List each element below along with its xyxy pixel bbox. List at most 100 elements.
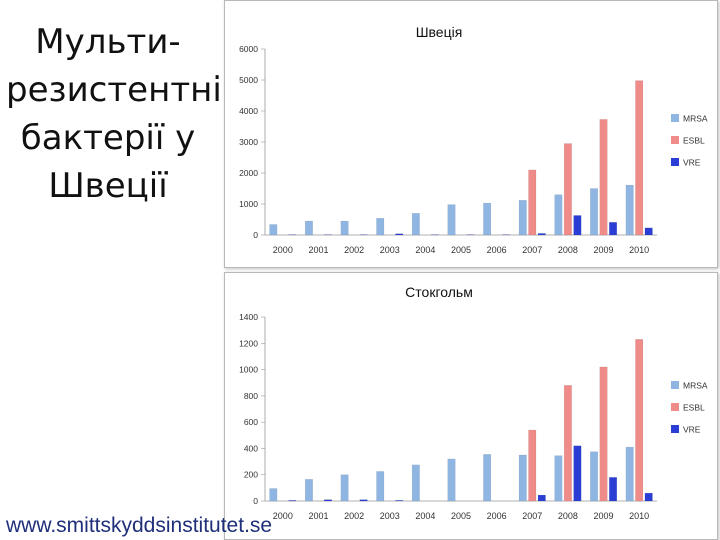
bar-mrsa xyxy=(625,184,634,236)
x-tick-label: 2007 xyxy=(522,511,542,521)
x-tick-label: 2008 xyxy=(558,511,578,521)
bar-mrsa xyxy=(590,188,599,236)
x-tick-label: 2006 xyxy=(487,511,507,521)
x-tick-label: 2006 xyxy=(487,245,507,255)
y-tick-label: 600 xyxy=(244,417,258,427)
y-tick-label: 400 xyxy=(244,443,258,453)
bar-vre xyxy=(395,500,404,502)
x-tick-label: 2001 xyxy=(308,511,328,521)
bar-chart-sweden: Швеція 0 1000 2000 3000 4000 5000 6000 2000 2001 2… xyxy=(239,24,708,255)
x-tick-label: 2008 xyxy=(558,245,578,255)
legend-swatch-mrsa xyxy=(671,114,679,122)
x-tick-label: 2001 xyxy=(308,245,328,255)
bar-vre xyxy=(573,445,582,502)
x-tick-label: 2003 xyxy=(380,511,400,521)
x-tick-label: 2010 xyxy=(629,245,649,255)
y-tick-label: 1000 xyxy=(239,365,258,375)
legend-swatch-esbl xyxy=(671,136,679,144)
bar-vre xyxy=(573,215,582,236)
legend-label-esbl: ESBL xyxy=(683,136,705,146)
bar-mrsa xyxy=(483,454,492,502)
bar-mrsa xyxy=(269,224,278,236)
legend-swatch-mrsa xyxy=(671,381,679,389)
bar-mrsa xyxy=(340,220,349,236)
bar-mrsa xyxy=(269,488,278,502)
legend-label-vre: VRE xyxy=(683,425,701,435)
bar-esbl xyxy=(528,429,537,502)
bar-vre xyxy=(644,492,653,502)
x-tick-label: 2002 xyxy=(344,245,364,255)
y-tick-label: 6000 xyxy=(239,44,258,54)
bar-mrsa xyxy=(554,455,563,502)
legend-label-mrsa: MRSA xyxy=(683,381,708,391)
x-tick-label: 2000 xyxy=(273,245,293,255)
bar-esbl xyxy=(599,119,608,236)
chart-title: Швеція xyxy=(416,24,463,40)
bar-mrsa xyxy=(304,220,313,236)
bar-mrsa xyxy=(411,464,420,502)
bar-vre xyxy=(323,499,332,502)
chart-title: Стокгольм xyxy=(405,284,473,300)
y-tick-label: 3000 xyxy=(239,137,258,147)
legend-label-mrsa: MRSA xyxy=(683,114,708,124)
chart-panel-sweden: Швеція 0 1000 2000 3000 4000 5000 6000 2000 2001 2… xyxy=(224,0,718,268)
bar-mrsa xyxy=(483,202,492,236)
bar-mrsa xyxy=(625,446,634,502)
bar-vre xyxy=(537,494,546,502)
y-tick-label: 1400 xyxy=(239,312,258,322)
slide-title: Мульти- резистентні бактерії у Швеції xyxy=(6,22,222,206)
x-tick-label: 2007 xyxy=(522,245,542,255)
chart-panel-stockholm: Стокгольм 0 200 400 600 800 1000 1200 1400 2000 20… xyxy=(224,272,718,540)
bar-mrsa xyxy=(518,454,527,502)
bar-mrsa xyxy=(554,194,563,236)
bar-vre xyxy=(609,477,618,502)
x-tick-label: 2010 xyxy=(629,511,649,521)
y-tick-label: 2000 xyxy=(239,168,258,178)
bar-mrsa xyxy=(518,200,527,236)
x-tick-label: 2003 xyxy=(380,245,400,255)
x-tick-label: 2009 xyxy=(594,245,614,255)
bar-vre xyxy=(537,233,546,236)
bar-chart-stockholm: Стокгольм 0 200 400 600 800 1000 1200 1400 2000 20… xyxy=(239,284,708,521)
bar-vre xyxy=(288,500,297,502)
bar-vre xyxy=(395,233,404,236)
bar-mrsa xyxy=(376,218,385,236)
bar-esbl xyxy=(563,143,572,236)
footer-url[interactable]: www.smittskyddsinstitutet.se xyxy=(6,514,273,537)
y-tick-label: 1200 xyxy=(239,338,258,348)
x-tick-label: 2005 xyxy=(451,245,471,255)
x-tick-label: 2002 xyxy=(344,511,364,521)
bar-esbl xyxy=(528,169,537,236)
y-tick-label: 200 xyxy=(244,470,258,480)
x-tick-label: 2000 xyxy=(273,511,293,521)
bar-mrsa xyxy=(376,471,385,502)
y-tick-label: 4000 xyxy=(239,106,258,116)
x-tick-label: 2004 xyxy=(415,245,435,255)
bar-esbl xyxy=(635,339,644,502)
x-tick-label: 2009 xyxy=(594,511,614,521)
bar-mrsa xyxy=(304,479,313,502)
bar-mrsa xyxy=(340,474,349,502)
bar-vre xyxy=(609,222,618,236)
legend-label-esbl: ESBL xyxy=(683,403,705,413)
bar-esbl xyxy=(635,80,644,236)
bar-mrsa xyxy=(590,451,599,502)
bar-mrsa xyxy=(447,458,456,502)
legend-label-vre: VRE xyxy=(683,158,701,168)
bar-mrsa xyxy=(447,204,456,236)
bar-vre xyxy=(644,227,653,236)
bar-vre xyxy=(359,499,368,502)
x-tick-label: 2004 xyxy=(415,511,435,521)
legend-swatch-vre xyxy=(671,425,679,433)
bar-esbl xyxy=(563,385,572,502)
y-tick-label: 1000 xyxy=(239,199,258,209)
y-tick-label: 800 xyxy=(244,391,258,401)
x-tick-label: 2005 xyxy=(451,511,471,521)
y-tick-label: 0 xyxy=(253,230,258,240)
y-tick-label: 0 xyxy=(253,496,258,506)
bar-esbl xyxy=(599,366,608,502)
legend-swatch-vre xyxy=(671,158,679,166)
bar-mrsa xyxy=(411,213,420,236)
legend-swatch-esbl xyxy=(671,403,679,411)
y-tick-label: 5000 xyxy=(239,75,258,85)
